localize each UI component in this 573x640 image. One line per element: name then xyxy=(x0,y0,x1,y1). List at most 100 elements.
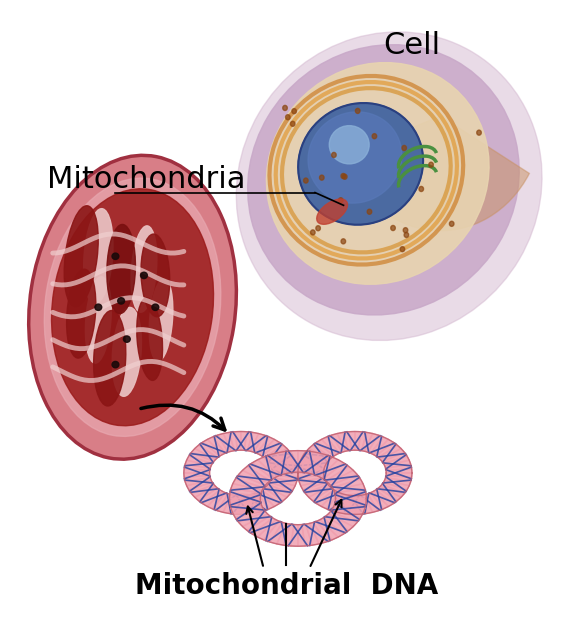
Polygon shape xyxy=(349,431,355,451)
Polygon shape xyxy=(335,499,366,504)
Ellipse shape xyxy=(112,253,119,259)
Ellipse shape xyxy=(304,178,308,183)
Polygon shape xyxy=(305,484,329,497)
Polygon shape xyxy=(264,445,287,460)
Polygon shape xyxy=(306,524,319,545)
Ellipse shape xyxy=(391,225,395,230)
Ellipse shape xyxy=(429,162,433,167)
Polygon shape xyxy=(384,477,411,486)
Polygon shape xyxy=(269,456,295,466)
Polygon shape xyxy=(270,522,286,544)
Polygon shape xyxy=(191,449,215,461)
Polygon shape xyxy=(270,477,297,486)
Polygon shape xyxy=(272,465,297,470)
Polygon shape xyxy=(312,488,334,504)
Polygon shape xyxy=(189,452,214,463)
Polygon shape xyxy=(331,474,360,488)
Polygon shape xyxy=(326,467,354,483)
Polygon shape xyxy=(247,463,273,481)
Polygon shape xyxy=(355,431,361,451)
Polygon shape xyxy=(309,445,332,460)
Polygon shape xyxy=(191,484,215,497)
Polygon shape xyxy=(333,504,365,513)
Polygon shape xyxy=(264,486,287,500)
Polygon shape xyxy=(235,495,241,515)
Polygon shape xyxy=(386,476,411,481)
Polygon shape xyxy=(302,451,312,473)
Polygon shape xyxy=(358,432,367,451)
Ellipse shape xyxy=(93,310,126,406)
Polygon shape xyxy=(238,511,268,527)
Ellipse shape xyxy=(107,225,135,314)
Ellipse shape xyxy=(403,228,408,233)
Polygon shape xyxy=(376,488,397,504)
Polygon shape xyxy=(184,476,210,481)
Text: Mitochondrial  DNA: Mitochondrial DNA xyxy=(135,572,438,600)
Ellipse shape xyxy=(123,336,130,342)
Polygon shape xyxy=(306,452,319,474)
Ellipse shape xyxy=(402,145,406,150)
Ellipse shape xyxy=(355,108,360,113)
Polygon shape xyxy=(317,440,336,456)
Polygon shape xyxy=(185,477,211,486)
Polygon shape xyxy=(235,431,241,451)
Polygon shape xyxy=(380,449,405,461)
Ellipse shape xyxy=(367,209,372,214)
Polygon shape xyxy=(250,493,264,513)
Polygon shape xyxy=(317,490,336,506)
Ellipse shape xyxy=(117,298,124,304)
Ellipse shape xyxy=(419,186,423,191)
Polygon shape xyxy=(332,493,346,513)
Polygon shape xyxy=(213,435,228,453)
Polygon shape xyxy=(195,445,218,460)
Ellipse shape xyxy=(292,109,296,114)
Ellipse shape xyxy=(66,269,96,358)
Polygon shape xyxy=(298,476,324,481)
Ellipse shape xyxy=(64,205,98,307)
Ellipse shape xyxy=(149,279,173,361)
Polygon shape xyxy=(343,432,352,451)
Polygon shape xyxy=(321,437,339,454)
Polygon shape xyxy=(262,488,283,504)
Polygon shape xyxy=(298,473,324,477)
Polygon shape xyxy=(229,499,261,504)
Text: Cell: Cell xyxy=(383,31,441,61)
Polygon shape xyxy=(229,493,261,499)
Polygon shape xyxy=(335,488,366,495)
Polygon shape xyxy=(301,480,326,490)
Polygon shape xyxy=(184,465,210,470)
Polygon shape xyxy=(386,473,412,477)
Ellipse shape xyxy=(317,199,348,224)
Polygon shape xyxy=(378,486,401,500)
Polygon shape xyxy=(313,521,332,542)
Polygon shape xyxy=(231,484,262,493)
Ellipse shape xyxy=(282,106,287,111)
Polygon shape xyxy=(230,488,261,495)
Polygon shape xyxy=(332,433,346,452)
Ellipse shape xyxy=(343,174,347,179)
Polygon shape xyxy=(326,514,354,531)
Ellipse shape xyxy=(298,103,423,225)
Polygon shape xyxy=(207,492,225,509)
Polygon shape xyxy=(252,460,276,479)
Polygon shape xyxy=(184,468,210,473)
Polygon shape xyxy=(266,484,291,497)
Ellipse shape xyxy=(477,130,481,135)
Polygon shape xyxy=(262,442,283,458)
Polygon shape xyxy=(313,455,332,476)
Ellipse shape xyxy=(131,226,157,312)
Polygon shape xyxy=(244,432,253,451)
Polygon shape xyxy=(207,437,225,454)
Polygon shape xyxy=(355,495,361,515)
Polygon shape xyxy=(230,501,261,508)
Ellipse shape xyxy=(266,63,489,284)
Polygon shape xyxy=(312,442,334,458)
Ellipse shape xyxy=(404,232,409,237)
Polygon shape xyxy=(386,465,411,470)
Polygon shape xyxy=(374,440,393,456)
Polygon shape xyxy=(362,495,372,513)
Polygon shape xyxy=(284,451,294,473)
Polygon shape xyxy=(364,433,378,452)
Polygon shape xyxy=(327,493,342,511)
Polygon shape xyxy=(247,516,273,534)
